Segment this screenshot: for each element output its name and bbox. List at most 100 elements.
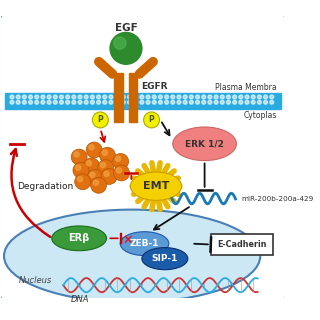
Circle shape — [116, 156, 121, 162]
Circle shape — [10, 100, 14, 104]
Text: Degradation: Degradation — [17, 182, 74, 191]
Circle shape — [102, 150, 108, 155]
FancyArrowPatch shape — [156, 189, 160, 210]
Circle shape — [53, 100, 57, 104]
Circle shape — [75, 174, 91, 190]
FancyArrowPatch shape — [158, 188, 174, 202]
Circle shape — [115, 100, 119, 104]
Circle shape — [177, 95, 181, 99]
Circle shape — [16, 100, 20, 104]
FancyArrowPatch shape — [99, 62, 112, 74]
Circle shape — [84, 95, 88, 99]
Text: miR-200b-200a-429: miR-200b-200a-429 — [242, 196, 314, 202]
Circle shape — [183, 100, 187, 104]
Circle shape — [74, 152, 79, 157]
Circle shape — [35, 95, 39, 99]
Circle shape — [270, 95, 274, 99]
Circle shape — [165, 100, 169, 104]
FancyArrowPatch shape — [152, 163, 156, 183]
Circle shape — [140, 95, 144, 99]
Bar — [5, 93, 281, 109]
Circle shape — [60, 100, 63, 104]
Circle shape — [47, 100, 51, 104]
Circle shape — [72, 95, 76, 99]
Circle shape — [109, 95, 113, 99]
Circle shape — [202, 100, 206, 104]
Circle shape — [251, 100, 255, 104]
Circle shape — [66, 95, 69, 99]
Text: ZEB-1: ZEB-1 — [130, 239, 159, 248]
Circle shape — [196, 95, 199, 99]
Ellipse shape — [142, 248, 188, 270]
Circle shape — [113, 154, 129, 169]
FancyBboxPatch shape — [0, 14, 286, 300]
Circle shape — [53, 95, 57, 99]
Circle shape — [97, 95, 100, 99]
Ellipse shape — [52, 226, 107, 251]
FancyArrowPatch shape — [134, 187, 153, 194]
Circle shape — [71, 149, 87, 165]
Circle shape — [28, 95, 33, 99]
Text: EGFR: EGFR — [141, 82, 167, 91]
FancyArrowPatch shape — [158, 171, 174, 184]
Circle shape — [91, 95, 94, 99]
Text: SIP-1: SIP-1 — [152, 254, 178, 263]
Circle shape — [93, 180, 99, 185]
Circle shape — [35, 100, 39, 104]
Circle shape — [214, 100, 218, 104]
Circle shape — [189, 100, 193, 104]
Circle shape — [146, 100, 150, 104]
Circle shape — [183, 95, 187, 99]
Circle shape — [196, 100, 199, 104]
Circle shape — [128, 95, 132, 99]
Circle shape — [152, 100, 156, 104]
Circle shape — [121, 100, 125, 104]
Circle shape — [28, 100, 33, 104]
Circle shape — [84, 158, 100, 174]
FancyArrowPatch shape — [144, 166, 155, 184]
Circle shape — [100, 147, 116, 163]
Circle shape — [121, 95, 125, 99]
Circle shape — [152, 95, 156, 99]
FancyBboxPatch shape — [211, 234, 273, 255]
Ellipse shape — [130, 172, 182, 200]
Circle shape — [92, 112, 108, 128]
FancyArrowPatch shape — [144, 188, 155, 207]
FancyArrowPatch shape — [134, 178, 153, 185]
Circle shape — [47, 95, 51, 99]
Circle shape — [233, 100, 236, 104]
Circle shape — [114, 37, 126, 49]
Circle shape — [214, 95, 218, 99]
Circle shape — [134, 100, 138, 104]
Circle shape — [233, 95, 236, 99]
Circle shape — [103, 100, 107, 104]
Text: Plasma Membra: Plasma Membra — [215, 83, 277, 92]
Circle shape — [227, 95, 230, 99]
Circle shape — [115, 95, 119, 99]
Circle shape — [227, 100, 230, 104]
Circle shape — [87, 169, 103, 185]
Circle shape — [165, 95, 169, 99]
Circle shape — [128, 100, 132, 104]
Circle shape — [104, 171, 109, 176]
Text: Cytoplas: Cytoplas — [244, 111, 277, 120]
FancyArrowPatch shape — [157, 166, 168, 184]
Circle shape — [103, 95, 107, 99]
Circle shape — [98, 160, 114, 176]
Circle shape — [220, 100, 224, 104]
Circle shape — [245, 100, 249, 104]
Circle shape — [76, 165, 81, 170]
Circle shape — [239, 100, 243, 104]
FancyArrowPatch shape — [156, 163, 160, 183]
Text: EGF: EGF — [115, 23, 137, 33]
Circle shape — [97, 100, 100, 104]
Circle shape — [146, 95, 150, 99]
Circle shape — [171, 95, 175, 99]
Circle shape — [245, 95, 249, 99]
Circle shape — [66, 100, 69, 104]
Circle shape — [101, 169, 117, 184]
Circle shape — [177, 100, 181, 104]
Circle shape — [109, 100, 113, 104]
Circle shape — [41, 95, 45, 99]
Text: Nucleus: Nucleus — [19, 276, 52, 285]
